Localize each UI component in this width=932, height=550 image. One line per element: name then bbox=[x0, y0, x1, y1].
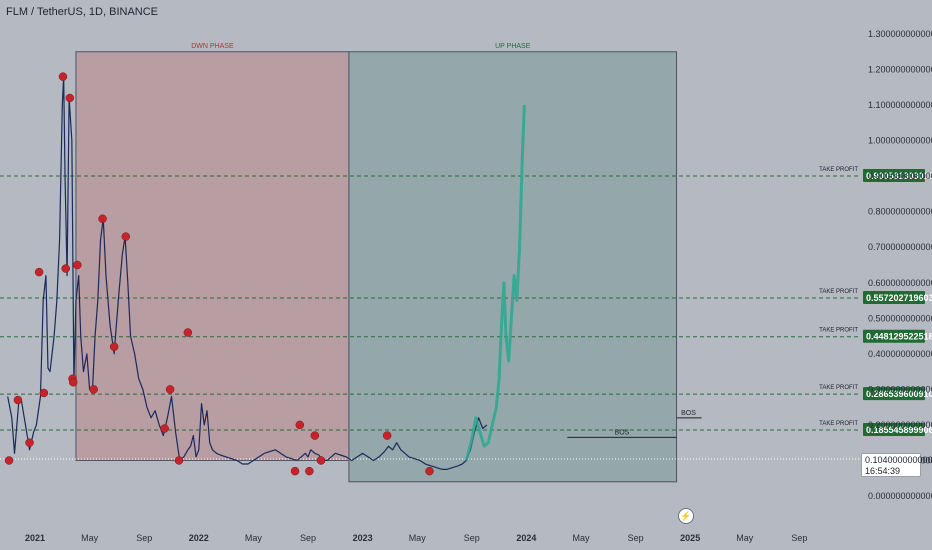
y-tick-label: 0.4000000000000 bbox=[868, 349, 932, 359]
y-tick-label: 0.9000000000000 bbox=[868, 171, 932, 181]
phase-zone bbox=[75, 51, 350, 461]
pivot-marker bbox=[34, 267, 44, 277]
x-tick-label: Sep bbox=[136, 533, 152, 543]
y-tick-label: 0.7000000000000 bbox=[868, 242, 932, 252]
x-tick-label: Sep bbox=[628, 533, 644, 543]
take-profit-label: TAKE PROFIT bbox=[819, 167, 858, 173]
bar-countdown: 16:54:39 bbox=[865, 466, 901, 476]
take-profit-tag bbox=[863, 329, 925, 343]
lightning-bolt-icon[interactable]: ⚡ bbox=[678, 508, 694, 524]
pivot-marker bbox=[316, 456, 326, 465]
pivot-marker bbox=[61, 264, 70, 273]
x-tick-label: Sep bbox=[464, 533, 480, 543]
price-series bbox=[7, 76, 526, 470]
y-tick-label: 0.3000000000000 bbox=[868, 384, 932, 394]
price-line bbox=[7, 76, 488, 470]
take-profit-value: 0.557202719603 bbox=[866, 293, 932, 303]
pivot-marker bbox=[121, 232, 131, 241]
projection-line bbox=[464, 105, 526, 461]
take-profit-value: 0.900581303018 bbox=[866, 171, 932, 181]
take-profit-label: TAKE PROFIT bbox=[819, 289, 858, 295]
x-tick-label: May bbox=[736, 533, 754, 543]
x-tick-label: Sep bbox=[300, 533, 316, 543]
phase-zones: DWN PHASE UP PHASE bbox=[75, 43, 678, 483]
take-profit-value: 0.448129522518 bbox=[866, 332, 932, 342]
y-tick-label: 0.2000000000000 bbox=[868, 420, 932, 430]
pivot-marker bbox=[89, 385, 98, 394]
y-tick-label: 0.8000000000000 bbox=[868, 207, 932, 217]
take-profit-label: TAKE PROFIT bbox=[819, 385, 858, 391]
pivot-marker bbox=[382, 431, 392, 440]
bos-label: BOS bbox=[681, 410, 696, 417]
pivot-marker bbox=[174, 456, 184, 465]
pivot-marker bbox=[109, 342, 119, 351]
phase-zone-label: DWN PHASE bbox=[191, 43, 234, 50]
y-tick-label: 1.0000000000000 bbox=[868, 136, 932, 146]
pivot-marker bbox=[183, 328, 193, 337]
x-tick-label: 2021 bbox=[25, 533, 45, 543]
phase-zone bbox=[348, 51, 678, 483]
pivot-marker bbox=[305, 466, 314, 476]
x-tick-label: 2022 bbox=[189, 533, 209, 543]
y-tick-label: 1.1000000000000 bbox=[868, 100, 932, 110]
current-price-badge: 0.1040000000000 16:54:39 bbox=[861, 453, 932, 477]
take-profit-tag bbox=[863, 290, 925, 304]
pivot-marker bbox=[13, 395, 23, 405]
x-tick-label: 2024 bbox=[516, 533, 536, 543]
pivot-marker bbox=[25, 438, 34, 447]
pivot-marker bbox=[160, 424, 169, 433]
pivot-marker bbox=[68, 378, 78, 387]
pivot-marker bbox=[290, 466, 300, 476]
y-tick-label: 0.5000000000000 bbox=[868, 313, 932, 323]
chart-title: FLM / TetherUS, 1D, BINANCE bbox=[6, 6, 159, 18]
pivot-marker bbox=[295, 420, 305, 430]
bos-label: BOS bbox=[615, 429, 630, 436]
pivot-marker bbox=[98, 214, 107, 224]
annotations: BOS BOS bbox=[567, 410, 702, 438]
y-axis: 1.3000000000000 1.2000000000000 1.10000000… bbox=[868, 29, 932, 501]
pivot-marker bbox=[165, 385, 175, 394]
phase-zone-label: UP PHASE bbox=[495, 43, 531, 50]
pivot-markers bbox=[4, 72, 434, 476]
pivot-marker bbox=[425, 466, 434, 476]
y-tick-label: 1.2000000000000 bbox=[868, 65, 932, 75]
y-tick-label: 1.3000000000000 bbox=[868, 29, 932, 39]
x-tick-label: 2023 bbox=[353, 533, 373, 543]
x-tick-label: May bbox=[81, 533, 99, 543]
x-tick-label: May bbox=[572, 533, 590, 543]
pivot-marker bbox=[65, 93, 75, 103]
y-tick-label: 0.0000000000000 bbox=[868, 491, 932, 501]
take-profit-value: 0.185545899906 bbox=[866, 425, 932, 435]
pivot-marker bbox=[39, 388, 49, 398]
y-tick-label: 0.6000000000000 bbox=[868, 278, 932, 288]
x-axis: 2021 May Sep 2022 May Sep 2023 May Sep 2024 May Sep… bbox=[25, 533, 807, 543]
x-tick-label: Sep bbox=[791, 533, 807, 543]
x-tick-label: May bbox=[245, 533, 263, 543]
take-profit-tag bbox=[863, 168, 925, 182]
current-price: 0.1040000000000 bbox=[865, 455, 932, 465]
take-profit-label: TAKE PROFIT bbox=[819, 421, 858, 427]
x-tick-label: May bbox=[409, 533, 427, 543]
pivot-marker bbox=[4, 456, 14, 465]
take-profit-tag bbox=[863, 423, 925, 437]
take-profit-label: TAKE PROFIT bbox=[819, 328, 858, 334]
pivot-marker bbox=[58, 72, 68, 81]
take-profit-tag bbox=[863, 387, 925, 401]
pivot-marker bbox=[310, 431, 320, 440]
x-tick-label: 2025 bbox=[680, 533, 700, 543]
take-profit-value: 0.286539600910 bbox=[866, 389, 932, 399]
pivot-marker bbox=[73, 260, 82, 270]
